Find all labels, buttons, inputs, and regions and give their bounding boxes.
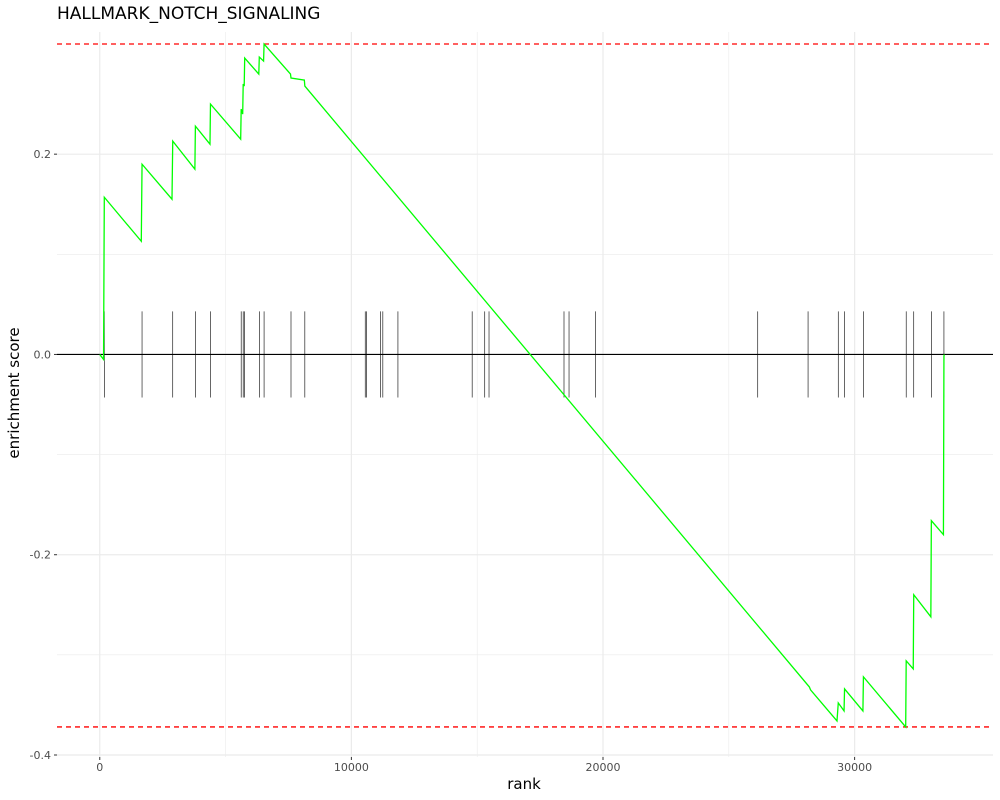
x-tick-label: 30000 xyxy=(837,761,872,774)
y-tick-label: -0.4 xyxy=(30,749,51,762)
threshold-lines xyxy=(57,43,993,728)
y-tick-label: 0.2 xyxy=(34,148,52,161)
y-axis: -0.4 -0.2 0.0 0.2 xyxy=(30,148,57,762)
x-axis-title: rank xyxy=(507,775,541,793)
y-tick-label: -0.2 xyxy=(30,549,51,562)
x-tick-label: 0 xyxy=(96,761,103,774)
minor-gridlines xyxy=(57,32,993,757)
y-tick-label: 0.0 xyxy=(34,348,52,361)
gene-hit-marks xyxy=(104,311,945,398)
enrichment-score-line xyxy=(99,42,945,729)
chart-title: HALLMARK_NOTCH_SIGNALING xyxy=(57,4,321,24)
major-gridlines xyxy=(57,32,993,757)
x-tick-label: 10000 xyxy=(334,761,369,774)
y-axis-title: enrichment score xyxy=(5,327,23,458)
enrichment-curve xyxy=(99,42,945,729)
x-axis: 0 10000 20000 30000 xyxy=(96,757,872,774)
x-tick-label: 20000 xyxy=(586,761,621,774)
